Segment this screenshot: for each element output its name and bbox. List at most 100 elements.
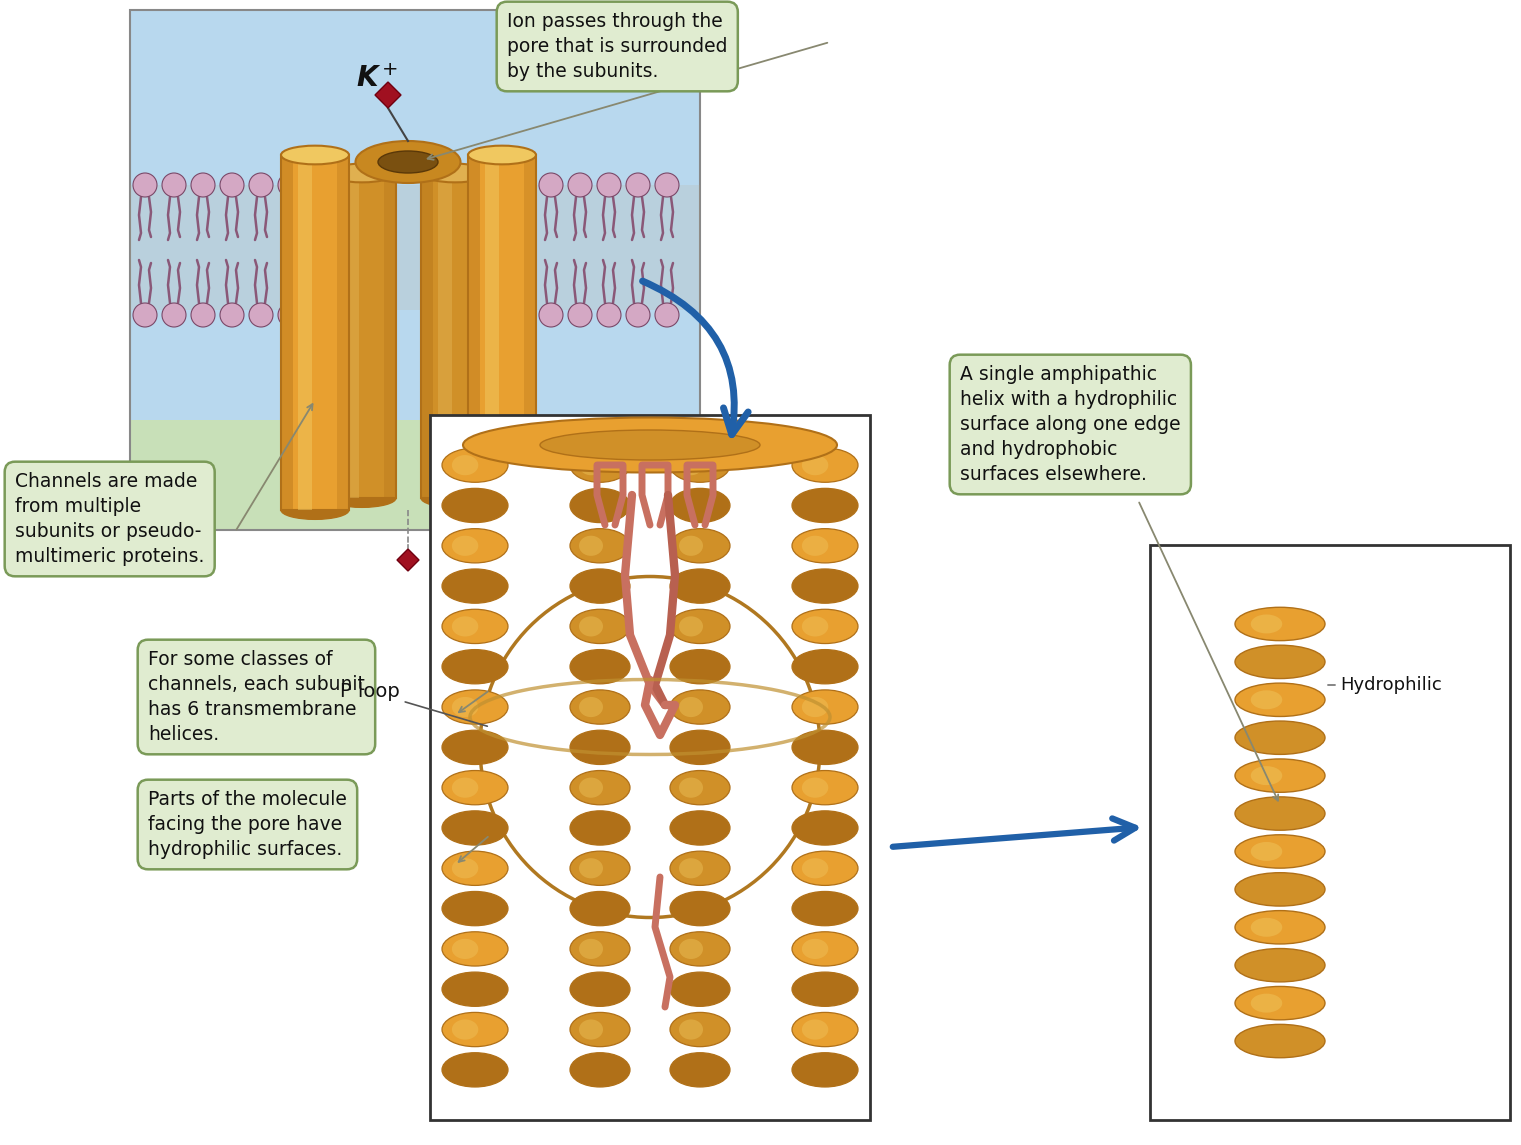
Ellipse shape — [329, 489, 395, 507]
Ellipse shape — [443, 569, 508, 603]
Ellipse shape — [792, 609, 858, 643]
Ellipse shape — [792, 892, 858, 925]
Ellipse shape — [1250, 994, 1282, 1012]
Ellipse shape — [421, 489, 488, 507]
Ellipse shape — [570, 609, 630, 643]
Ellipse shape — [669, 649, 730, 684]
Ellipse shape — [452, 697, 478, 717]
Ellipse shape — [580, 939, 602, 960]
Circle shape — [163, 173, 186, 197]
Ellipse shape — [669, 731, 730, 765]
Ellipse shape — [443, 1012, 508, 1047]
Ellipse shape — [570, 649, 630, 684]
Circle shape — [221, 173, 243, 197]
Ellipse shape — [792, 731, 858, 765]
Polygon shape — [376, 82, 402, 108]
Text: For some classes of
channels, each subunit
has 6 transmembrane
helices.: For some classes of channels, each subun… — [148, 650, 365, 744]
Bar — [345, 173, 359, 498]
Ellipse shape — [443, 892, 508, 925]
Circle shape — [538, 303, 563, 327]
Bar — [329, 173, 395, 498]
Ellipse shape — [802, 616, 829, 637]
Ellipse shape — [580, 536, 602, 555]
Ellipse shape — [792, 569, 858, 603]
FancyArrowPatch shape — [642, 281, 748, 435]
Ellipse shape — [792, 1012, 858, 1047]
Bar — [421, 173, 433, 498]
Ellipse shape — [452, 616, 478, 637]
Circle shape — [278, 303, 303, 327]
Ellipse shape — [540, 431, 760, 460]
Circle shape — [192, 303, 214, 327]
Ellipse shape — [452, 1019, 478, 1040]
Bar — [298, 155, 312, 510]
Bar — [281, 155, 348, 510]
Bar — [129, 185, 700, 310]
Ellipse shape — [802, 777, 829, 798]
Circle shape — [132, 303, 157, 327]
Ellipse shape — [570, 448, 630, 482]
Ellipse shape — [792, 529, 858, 563]
Circle shape — [656, 173, 678, 197]
Ellipse shape — [1235, 872, 1325, 906]
Ellipse shape — [678, 455, 703, 475]
Ellipse shape — [669, 1012, 730, 1047]
Ellipse shape — [443, 731, 508, 765]
Ellipse shape — [802, 697, 829, 717]
Ellipse shape — [356, 141, 461, 183]
Circle shape — [132, 173, 157, 197]
Ellipse shape — [580, 697, 602, 717]
Ellipse shape — [570, 771, 630, 805]
Ellipse shape — [792, 448, 858, 482]
Ellipse shape — [443, 1052, 508, 1087]
Ellipse shape — [669, 811, 730, 845]
Ellipse shape — [1235, 721, 1325, 755]
Circle shape — [163, 303, 186, 327]
Ellipse shape — [570, 972, 630, 1006]
Ellipse shape — [570, 529, 630, 563]
Ellipse shape — [1235, 797, 1325, 830]
Ellipse shape — [1235, 1025, 1325, 1058]
Bar — [338, 155, 348, 510]
Text: Hydrophilic: Hydrophilic — [1340, 676, 1442, 694]
Ellipse shape — [1235, 684, 1325, 717]
Bar — [129, 420, 700, 530]
Ellipse shape — [669, 569, 730, 603]
Polygon shape — [397, 548, 418, 571]
Ellipse shape — [1235, 759, 1325, 792]
Ellipse shape — [678, 777, 703, 798]
Ellipse shape — [570, 488, 630, 522]
Ellipse shape — [570, 731, 630, 765]
Ellipse shape — [802, 859, 829, 878]
Ellipse shape — [580, 616, 602, 637]
Text: Parts of the molecule
facing the pore have
hydrophilic surfaces.: Parts of the molecule facing the pore ha… — [148, 790, 347, 859]
Ellipse shape — [443, 529, 508, 563]
Ellipse shape — [1250, 615, 1282, 633]
Circle shape — [278, 173, 303, 197]
Ellipse shape — [281, 500, 348, 520]
Ellipse shape — [669, 529, 730, 563]
Ellipse shape — [802, 455, 829, 475]
Ellipse shape — [669, 488, 730, 522]
Ellipse shape — [678, 939, 703, 960]
Ellipse shape — [678, 616, 703, 637]
FancyArrowPatch shape — [893, 819, 1135, 847]
Ellipse shape — [443, 972, 508, 1006]
Ellipse shape — [669, 851, 730, 885]
Ellipse shape — [570, 569, 630, 603]
Ellipse shape — [443, 771, 508, 805]
Ellipse shape — [443, 811, 508, 845]
Ellipse shape — [580, 859, 602, 878]
Ellipse shape — [669, 1052, 730, 1087]
Ellipse shape — [570, 1052, 630, 1087]
Ellipse shape — [1235, 987, 1325, 1020]
Ellipse shape — [281, 145, 348, 165]
Ellipse shape — [669, 972, 730, 1006]
Ellipse shape — [421, 164, 488, 182]
Ellipse shape — [678, 1019, 703, 1040]
Ellipse shape — [379, 151, 438, 173]
Ellipse shape — [792, 690, 858, 724]
Circle shape — [538, 173, 563, 197]
Ellipse shape — [443, 448, 508, 482]
Bar — [1150, 545, 1510, 1120]
